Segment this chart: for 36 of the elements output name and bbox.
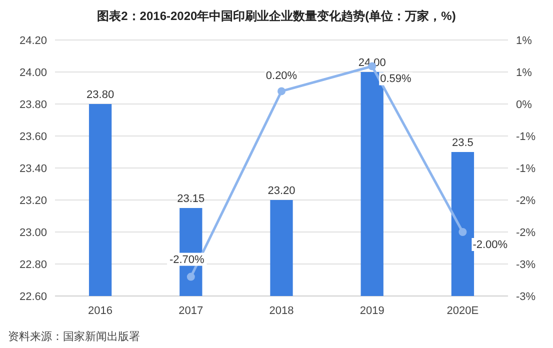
data-label: 0.20% (266, 70, 298, 82)
x-tick-label: 2018 (269, 305, 294, 317)
y-tick-label: 23.00 (19, 226, 47, 239)
y2-tick-label: -3% (516, 258, 536, 271)
point (186, 272, 195, 281)
data-label: 23.80 (86, 89, 114, 101)
y2-tick-label: -3% (516, 290, 536, 303)
y2-tick-label: -2% (516, 226, 536, 239)
y2-tick-label: -1% (516, 130, 536, 143)
x-tick-label: 2019 (360, 305, 384, 317)
y2-tick-label: 1% (516, 66, 532, 79)
y-tick-label: 23.80 (19, 98, 47, 111)
y2-tick-label: 0% (516, 98, 532, 111)
text: 资料来源：国家新闻出版署 (8, 330, 140, 343)
y2-tick-label: -1% (516, 162, 536, 175)
y-tick-label: 24.00 (19, 66, 47, 79)
y2-tick-label: 1% (516, 34, 532, 47)
y-tick-label: 23.40 (19, 162, 47, 175)
point (278, 87, 286, 96)
y-tick-label: 22.80 (19, 258, 47, 271)
y-tick-label: 22.60 (19, 290, 47, 303)
data-label: 23.20 (268, 185, 296, 197)
x-tick-label: 2017 (178, 305, 204, 317)
data-label: 23.15 (177, 193, 205, 205)
y-tick-label: 24.20 (19, 34, 47, 47)
y-tick-label: 23.60 (19, 130, 47, 143)
x-tick-label: 2016 (88, 305, 113, 317)
point (458, 228, 467, 236)
y-tick-label: 23.20 (19, 194, 47, 207)
data-label: 23.5 (452, 137, 474, 149)
y2-tick-label: -2% (516, 194, 536, 207)
data-label: 0.59% (380, 73, 412, 86)
chart-title: 图表2：2016-2020年中国印刷业企业数量变化趋势(单位：万家，%) (97, 9, 456, 23)
x-tick-label: 2020E (446, 305, 479, 317)
data-label: -2.70% (169, 254, 205, 266)
data-label: -2.00% (472, 239, 508, 251)
